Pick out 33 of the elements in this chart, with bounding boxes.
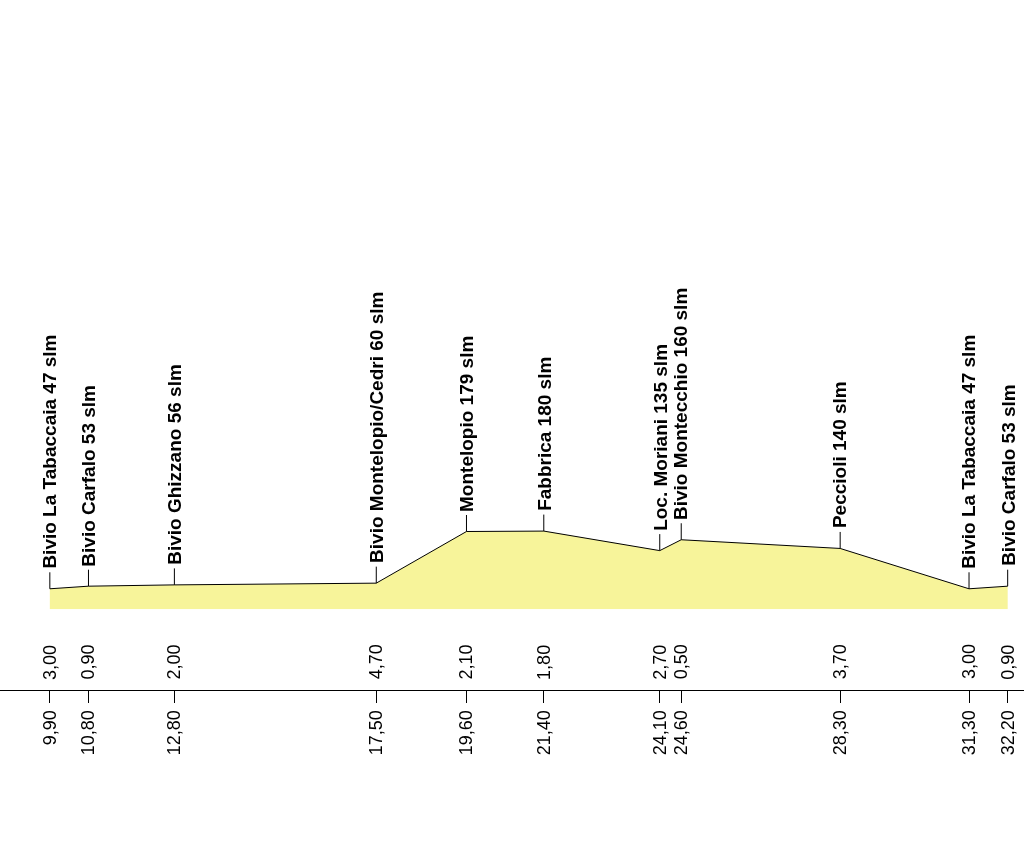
text: 4,70 xyxy=(366,644,387,680)
text: 3,70 xyxy=(830,644,851,680)
text: 1,80 xyxy=(533,644,554,680)
data-label: Bivio Montelopio/Cedri 60 slm xyxy=(365,291,387,563)
text: 0,50 xyxy=(671,644,692,680)
x-tick-label: 17,50 xyxy=(366,710,387,756)
text: 2,00 xyxy=(164,644,185,680)
text: 2,10 xyxy=(456,644,477,680)
data-label: Loc. Moriani 135 slm xyxy=(649,343,671,531)
data-label: Bivio Carfalo 53 slm xyxy=(997,384,1019,566)
x-tick-label: 12,80 xyxy=(164,710,185,756)
data-label: Bivio Carfalo 53 slm xyxy=(78,385,100,567)
x-tick-label: 21,40 xyxy=(533,710,554,756)
data-label: Peccioli 140 slm xyxy=(829,381,851,529)
data-label: Bivio La Tabaccaia 47 slm xyxy=(958,334,980,569)
text: 3,00 xyxy=(958,644,979,680)
text: 2,70 xyxy=(649,644,670,680)
x-tick-label: 31,30 xyxy=(958,710,979,756)
x-tick-label: 28,30 xyxy=(830,710,851,756)
data-label: Bivio La Tabaccaia 47 slm xyxy=(39,334,61,569)
x-tick-label: 24,60 xyxy=(671,710,692,756)
data-label: Fabbrica 180 slm xyxy=(533,356,555,511)
text: 0,90 xyxy=(78,644,99,680)
data-label: Bivio Ghizzano 56 slm xyxy=(164,364,186,565)
text: 0,90 xyxy=(997,644,1018,680)
data-label: Montelopio 179 slm xyxy=(455,335,477,512)
x-tick-label: 9,90 xyxy=(39,710,60,746)
data-label: Bivio Montecchio 160 slm xyxy=(670,287,692,520)
x-tick-label: 32,20 xyxy=(997,710,1018,756)
x-tick-label: 19,60 xyxy=(456,710,477,756)
text: 3,00 xyxy=(39,644,60,680)
x-tick-label: 10,80 xyxy=(78,710,99,756)
x-tick-label: 24,10 xyxy=(649,710,670,756)
